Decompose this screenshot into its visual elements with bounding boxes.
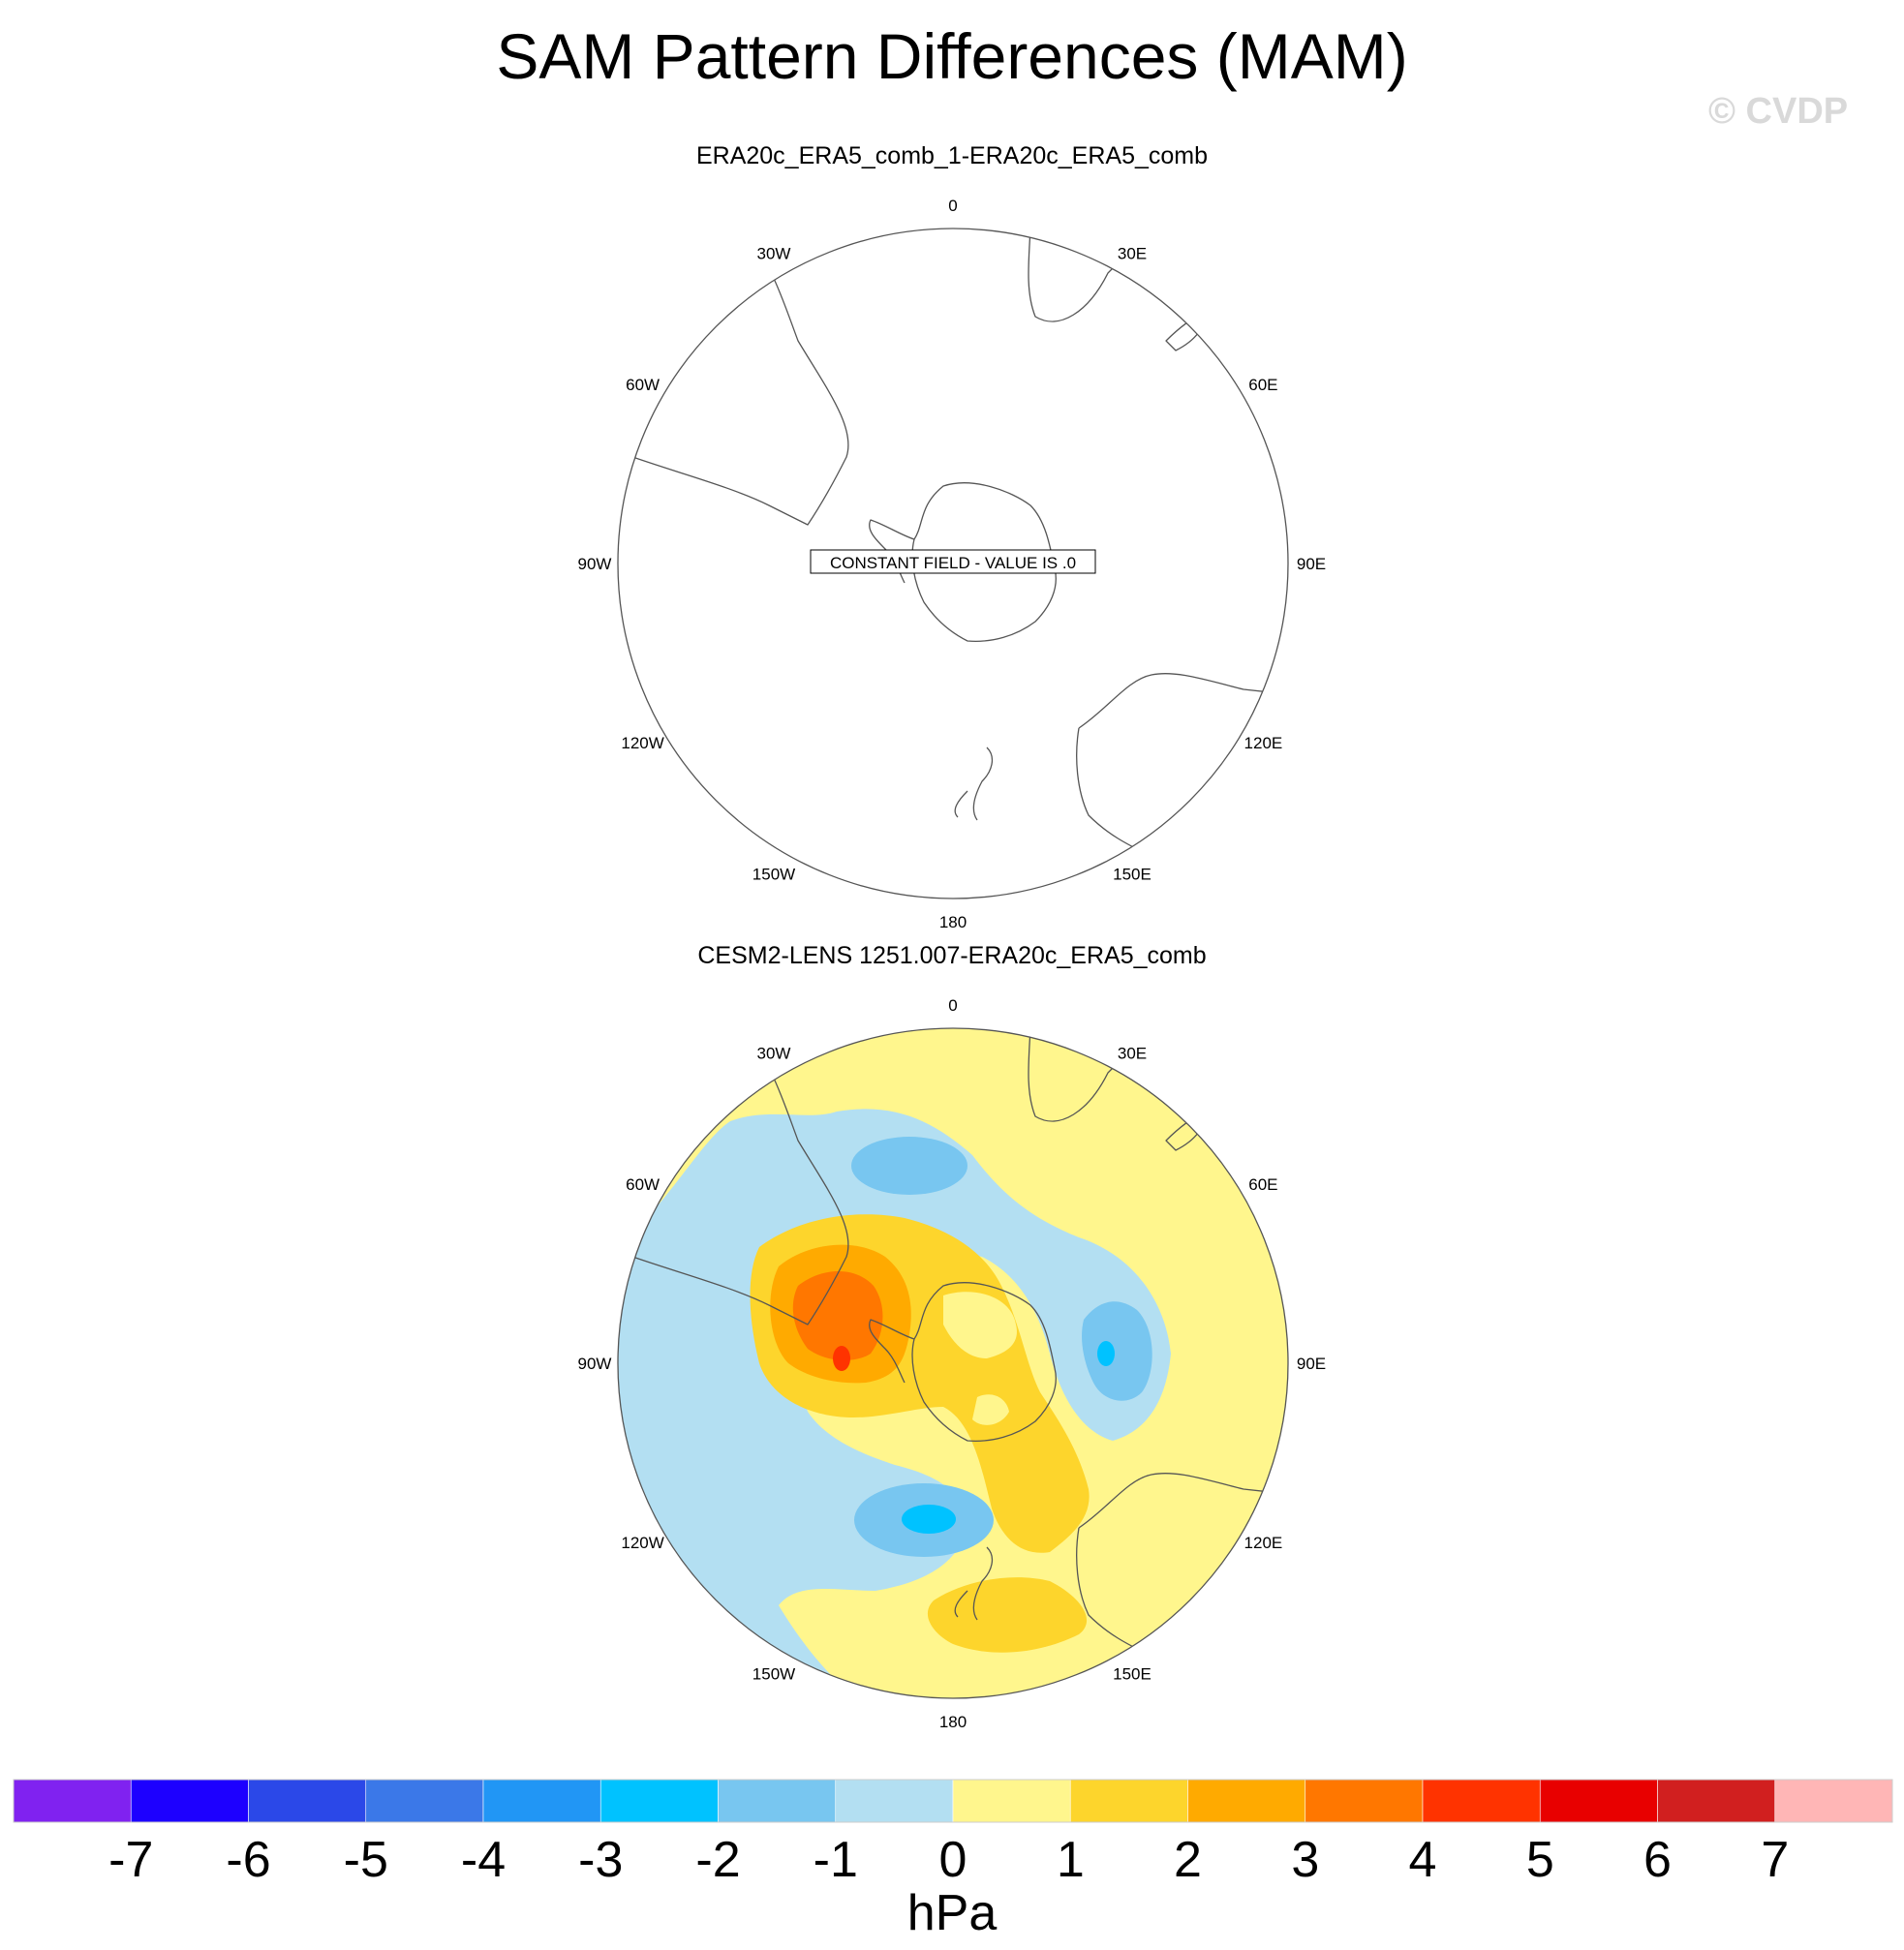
colorbar-box: [718, 1779, 837, 1823]
colorbar-tick-label: -4: [461, 1832, 506, 1888]
panel2-lon-label: 30W: [757, 1045, 791, 1063]
panel1-lon-label: 30W: [757, 245, 791, 263]
colorbar-box: [1187, 1779, 1306, 1823]
svg-text:CONSTANT FIELD - VALUE IS .0: CONSTANT FIELD - VALUE IS .0: [830, 554, 1076, 572]
colorbar-tick-label: -3: [578, 1832, 623, 1888]
panel1-lon-label: 60E: [1248, 376, 1277, 394]
panel1-lon-label: 150E: [1113, 865, 1152, 883]
colorbar-tick-label: 0: [939, 1832, 967, 1888]
colorbar-tick-label: -5: [344, 1832, 388, 1888]
colorbar-units: hPa: [906, 1885, 998, 1941]
panel1-lon-label: 60W: [626, 376, 660, 394]
panel1-lon-label: 150W: [752, 865, 795, 883]
colorbar-tick-label: -7: [108, 1832, 153, 1888]
panel2-map: 0 30E 60E 90E 120E 150E 180 150W 120W 90W 60W 30W: [578, 996, 1327, 1731]
panel2-lon-label: 60W: [626, 1175, 660, 1194]
colorbar-box: [1657, 1779, 1776, 1823]
panel1-map: 0 30E 60E 90E 120E 150E 180 150W 120W 90W 60W 30W C…: [578, 197, 1327, 931]
colorbar-outline: [13, 1779, 1893, 1823]
panel1-lon-label: 90E: [1297, 555, 1326, 573]
colorbar-tick-label: 1: [1057, 1832, 1085, 1888]
colorbar-tick-label: 4: [1409, 1832, 1437, 1888]
panel1-lon-label: 180: [939, 913, 967, 931]
panel2-title: CESM2-LENS 1251.007-ERA20c_ERA5_comb: [697, 942, 1207, 969]
constant-field-label: CONSTANT FIELD - VALUE IS .0: [810, 549, 1096, 574]
colorbar-tick-label: -2: [695, 1832, 740, 1888]
colorbar-box: [1069, 1779, 1188, 1823]
panel2-lon-label: 180: [939, 1713, 967, 1731]
panel1-lon-label: 30E: [1118, 245, 1147, 263]
panel1-lon-label: 0: [948, 197, 957, 215]
panel2-lon-label: 150E: [1113, 1664, 1152, 1683]
colorbar-box: [835, 1779, 954, 1823]
panel1-title: ERA20c_ERA5_comb_1-ERA20c_ERA5_comb: [695, 142, 1209, 169]
colorbar-tick-label: 3: [1291, 1832, 1319, 1888]
panel2-lon-label: 120W: [621, 1534, 663, 1552]
panel2-lon-label: 0: [948, 996, 957, 1015]
figure-title: SAM Pattern Differences (MAM): [496, 20, 1408, 92]
panel2-map-border: [617, 1027, 1289, 1699]
colorbar-box: [365, 1779, 484, 1823]
colorbar-tick-label: -6: [226, 1832, 270, 1888]
colorbar-box: [1305, 1779, 1424, 1823]
colorbar-box: [1422, 1779, 1541, 1823]
colorbar-box: [599, 1779, 719, 1823]
panel2-contour-fill: [618, 1028, 1288, 1698]
colorbar-box: [952, 1779, 1071, 1823]
colorbar-box: [130, 1779, 249, 1823]
panel1-map-border: [617, 228, 1289, 899]
cvdp-watermark: © CVDP: [1708, 91, 1849, 132]
colorbar: -7 -6 -5 -4 -3 -2 -1 0 1 2 3 4 5 6 7: [13, 1779, 1893, 1888]
colorbar-tick-label: 6: [1643, 1832, 1672, 1888]
panel1-lon-label: 90W: [578, 555, 612, 573]
panel1-lon-label: 120W: [621, 734, 663, 752]
panel2-lon-label: 90W: [578, 1355, 612, 1373]
panel2-lon-label: 150W: [752, 1664, 795, 1683]
colorbar-tick-label: 7: [1761, 1832, 1789, 1888]
colorbar-box: [1774, 1779, 1893, 1823]
colorbar-tick-label: -1: [814, 1832, 858, 1888]
colorbar-box: [1539, 1779, 1658, 1823]
panel2-lon-label: 120E: [1244, 1534, 1283, 1552]
colorbar-box: [13, 1779, 132, 1823]
colorbar-box: [248, 1779, 367, 1823]
colorbar-tick-label: 5: [1526, 1832, 1554, 1888]
panel2-lon-label: 60E: [1248, 1175, 1277, 1194]
panel2-lon-label: 90E: [1297, 1355, 1326, 1373]
panel2-lon-label: 30E: [1118, 1045, 1147, 1063]
colorbar-box: [482, 1779, 601, 1823]
panel1-lon-label: 120E: [1244, 734, 1283, 752]
colorbar-tick-label: 2: [1174, 1832, 1202, 1888]
